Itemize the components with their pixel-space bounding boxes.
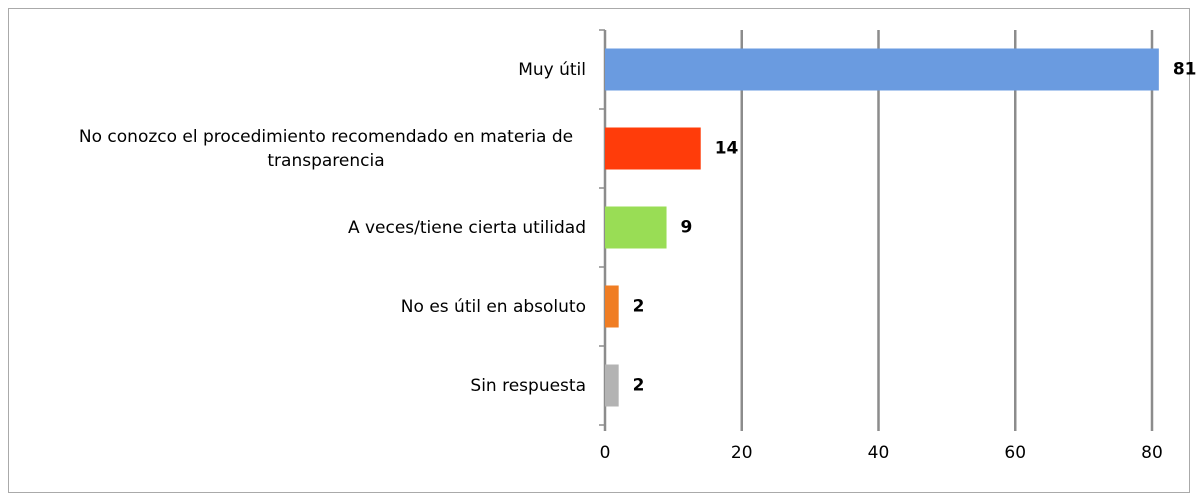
bar [605, 285, 619, 328]
y-tick-label: Muy útil [518, 59, 586, 80]
value-label: 2 [633, 297, 645, 317]
y-tick-label: No es útil en absoluto [400, 296, 586, 317]
value-label: 14 [715, 139, 739, 159]
x-tick-label: 40 [868, 443, 890, 463]
category-label-box: A veces/tiene cierta utilidad [348, 188, 586, 267]
bar [605, 127, 701, 170]
bar [605, 48, 1159, 91]
x-tick-label: 20 [731, 443, 753, 463]
x-tick-label: 60 [1004, 443, 1026, 463]
value-label: 9 [681, 218, 693, 238]
y-tick-label: No conozco el procedimiento recomendado … [78, 126, 574, 171]
y-tick-label: A veces/tiene cierta utilidad [347, 217, 586, 238]
y-tick-label: Sin respuesta [470, 375, 586, 396]
x-tick-label: 80 [1141, 443, 1163, 463]
bar [605, 206, 667, 249]
category-label-box: Sin respuesta [470, 346, 586, 425]
category-label-box: No conozco el procedimiento recomendado … [66, 109, 586, 188]
category-label-box: Muy útil [518, 30, 586, 109]
x-tick-label: 0 [600, 443, 611, 463]
value-label: 2 [633, 376, 645, 396]
bar [605, 364, 619, 407]
category-label-box: No es útil en absoluto [401, 267, 586, 346]
value-label: 81 [1173, 60, 1197, 80]
